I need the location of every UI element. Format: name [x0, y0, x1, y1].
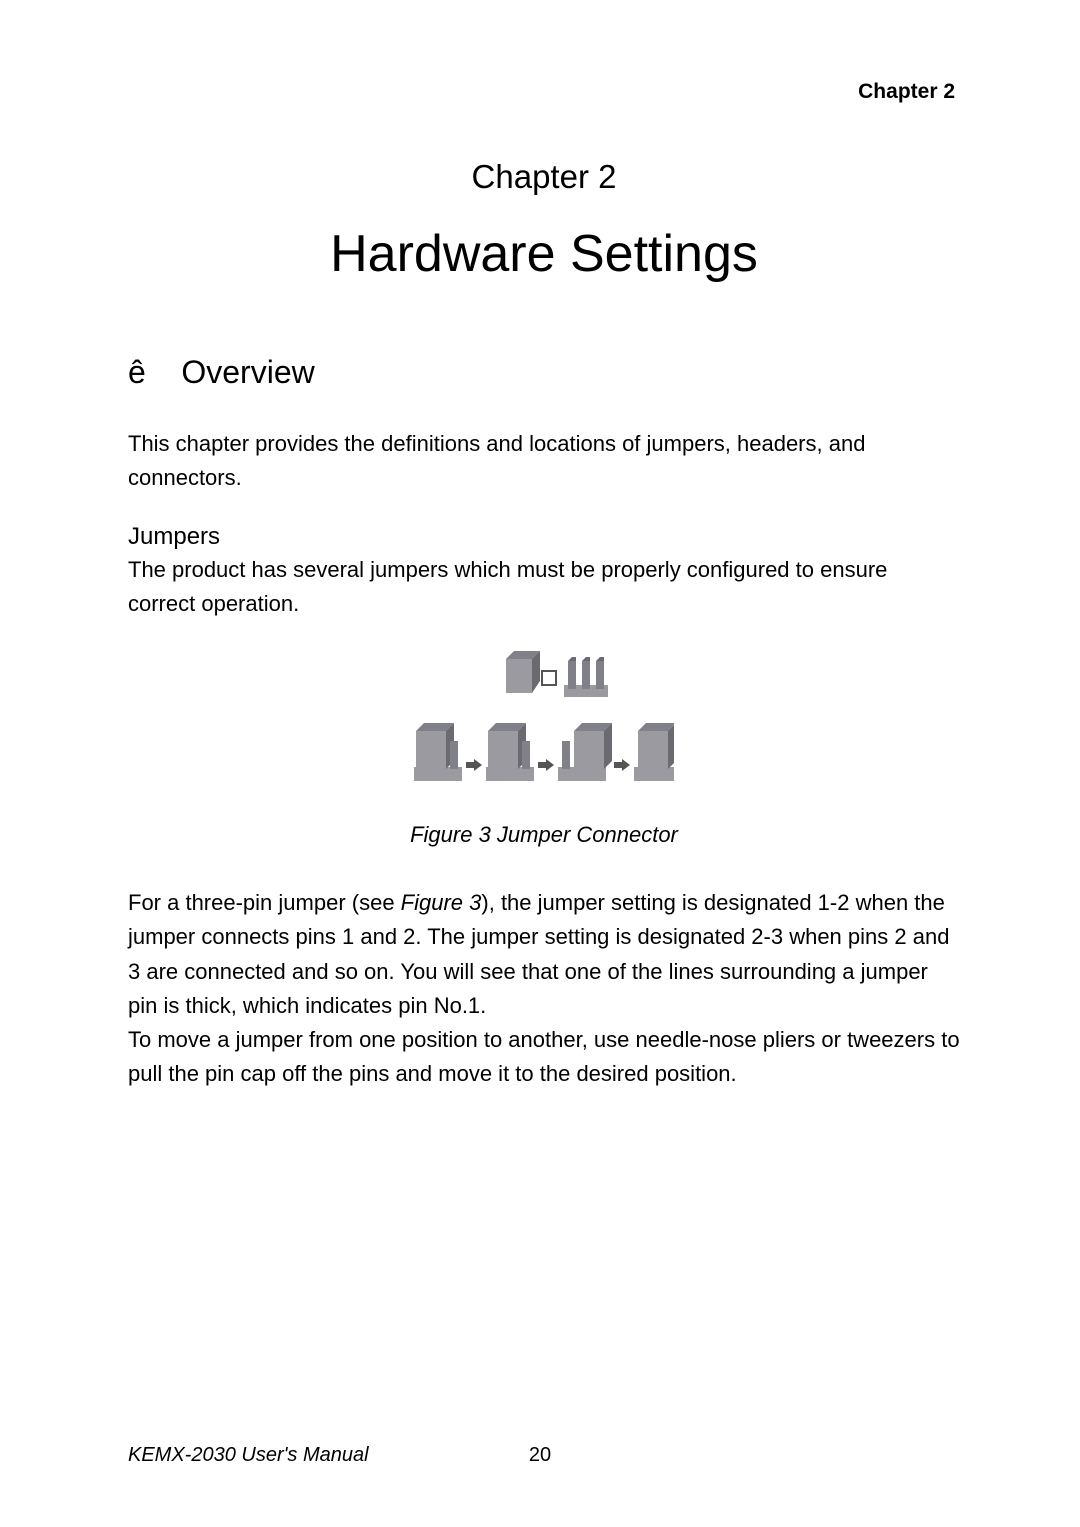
jumpers-heading: Jumpers [128, 523, 960, 551]
page: Chapter 2 Chapter 2 Hardware Settings ê … [0, 0, 1080, 1527]
section-heading-overview: ê Overview [128, 354, 960, 391]
p1-a: For a three-pin jumper (see [128, 890, 401, 915]
figure-ref: Figure 3 [401, 890, 482, 915]
jumpers-text: The product has several jumpers which mu… [128, 553, 960, 621]
footer-page-number: 20 [0, 1444, 1080, 1467]
running-header: Chapter 2 [858, 80, 955, 104]
bullet-glyph: ê [128, 354, 146, 390]
overview-label: Overview [181, 354, 314, 390]
after-figure-p1: For a three-pin jumper (see Figure 3), t… [128, 886, 960, 1022]
chapter-label: Chapter 2 [128, 158, 960, 196]
figure-3-caption: Figure 3 Jumper Connector [128, 822, 960, 848]
overview-intro: This chapter provides the definitions an… [128, 427, 960, 495]
figure-3-image [128, 651, 960, 816]
chapter-title: Hardware Settings [128, 224, 960, 284]
after-figure-p2: To move a jumper from one position to an… [128, 1023, 960, 1091]
jumper-connector-icon [414, 651, 674, 811]
